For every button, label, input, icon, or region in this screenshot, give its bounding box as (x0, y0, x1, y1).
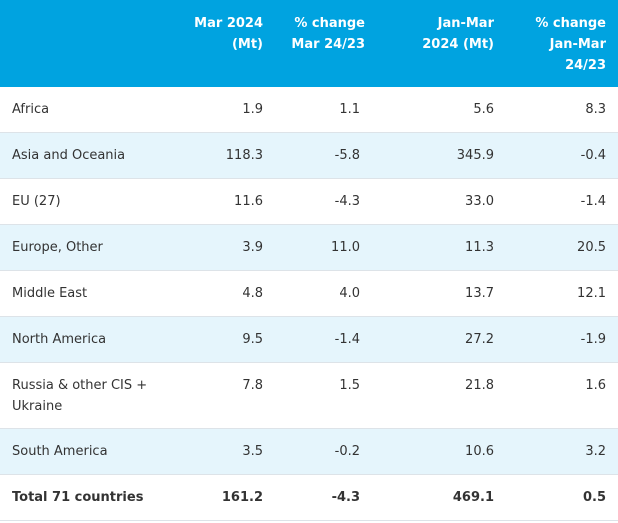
region-cell: Europe, Other (0, 224, 183, 271)
value-cell: 1.9 (183, 87, 275, 133)
header-text: % change Jan-Mar 24/23 (535, 16, 606, 73)
value-cell: 3.2 (506, 428, 618, 475)
value-cell: 8.3 (506, 87, 618, 133)
region-cell: North America (0, 316, 183, 363)
value-cell: -1.9 (506, 316, 618, 363)
value-cell: 21.8 (372, 362, 506, 429)
table-body: Africa 1.9 1.1 5.6 8.3 Asia and Oceania 118.3-… (0, 87, 618, 521)
region-cell: Total 71 countries (0, 474, 183, 521)
value-cell: -0.4 (506, 132, 618, 179)
data-row: EU (27) 11.6 -4.3 33.0 -1.4 (0, 178, 618, 225)
data-row: Asia and Oceania 118.3 -5.8 345.9 -0.4 (0, 132, 618, 179)
region-cell: Russia & other CIS + Ukraine (0, 362, 183, 429)
total-row: Total 71 countries 161.2 -4.3 469.1 0.5 (0, 474, 618, 521)
data-row: Russia & other CIS + Ukraine 7.8 1.5 21.8 1.… (0, 362, 618, 429)
header-cell: Jan-Mar 2024 (Mt) (372, 0, 506, 87)
value-cell: -0.2 (275, 428, 372, 475)
header-text: % change Mar 24/23 (291, 16, 365, 52)
value-cell: 27.2 (372, 316, 506, 363)
value-cell: 11.6 (183, 178, 275, 225)
value-cell: 469.1 (372, 474, 506, 521)
value-cell: 4.8 (183, 270, 275, 317)
value-cell: 13.7 (372, 270, 506, 317)
header-row: Mar 2024 (Mt) % change Mar 24/23 Jan-Mar 2… (0, 0, 618, 87)
value-cell: -4.3 (275, 474, 372, 521)
region-cell: EU (27) (0, 178, 183, 225)
value-cell: 12.1 (506, 270, 618, 317)
value-cell: 3.9 (183, 224, 275, 271)
region-cell: Asia and Oceania (0, 132, 183, 179)
value-cell: 20.5 (506, 224, 618, 271)
header-cell: % change Mar 24/23 (275, 0, 372, 87)
value-cell: 1.1 (275, 87, 372, 133)
value-cell: 1.5 (275, 362, 372, 429)
value-cell: 7.8 (183, 362, 275, 429)
value-cell: 1.6 (506, 362, 618, 429)
value-cell: 11.3 (372, 224, 506, 271)
value-cell: 3.5 (183, 428, 275, 475)
data-row: Africa 1.9 1.1 5.6 8.3 (0, 87, 618, 133)
header-cell (0, 0, 183, 87)
value-cell: -1.4 (506, 178, 618, 225)
value-cell: 118.3 (183, 132, 275, 179)
value-cell: -5.8 (275, 132, 372, 179)
value-cell: 0.5 (506, 474, 618, 521)
region-cell: Africa (0, 87, 183, 133)
region-cell: Middle East (0, 270, 183, 317)
header-text: Mar 2024 (Mt) (194, 16, 263, 52)
data-row: South America 3.5 -0.2 10.6 3.2 (0, 428, 618, 475)
data-row: North America 9.5 -1.4 27.2 -1.9 (0, 316, 618, 363)
value-cell: 161.2 (183, 474, 275, 521)
value-cell: 10.6 (372, 428, 506, 475)
header-cell: % change Jan-Mar 24/23 (506, 0, 618, 87)
value-cell: 11.0 (275, 224, 372, 271)
header-cell: Mar 2024 (Mt) (183, 0, 275, 87)
value-cell: 9.5 (183, 316, 275, 363)
value-cell: 5.6 (372, 87, 506, 133)
data-row: Middle East 4.8 4.0 13.7 12.1 (0, 270, 618, 317)
value-cell: 345.9 (372, 132, 506, 179)
value-cell: -4.3 (275, 178, 372, 225)
value-cell: 4.0 (275, 270, 372, 317)
data-row: Europe, Other 3.9 11.0 11.3 20.5 (0, 224, 618, 271)
header-text: Jan-Mar 2024 (Mt) (422, 16, 494, 52)
value-cell: -1.4 (275, 316, 372, 363)
region-cell: South America (0, 428, 183, 475)
value-cell: 33.0 (372, 178, 506, 225)
